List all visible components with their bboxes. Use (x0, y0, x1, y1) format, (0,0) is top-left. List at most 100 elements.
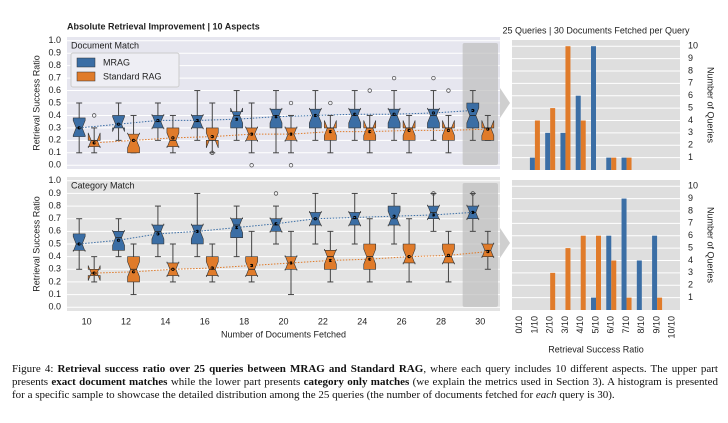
caption-segment: (we explain the metrics used in Section … (12, 376, 718, 401)
y-tick-label: 10 (688, 41, 698, 51)
y-tick-label: 0.7 (48, 213, 61, 223)
chart-title: 25 Queries | 30 Documents Fetched per Qu… (503, 25, 690, 35)
y-tick-label: 6 (688, 90, 693, 100)
box (402, 243, 416, 265)
y-tick-label: 6 (688, 230, 693, 240)
mean (250, 263, 254, 268)
box (190, 223, 204, 245)
y-tick-label: 7 (688, 78, 693, 88)
outlier (92, 113, 97, 118)
y-axis-label: Retrieval Success Ratio (31, 55, 41, 151)
bar (560, 132, 566, 170)
y-tick-label: 1 (688, 292, 693, 302)
y-tick-label: 0.4 (48, 110, 61, 120)
box (348, 107, 362, 129)
mean (328, 258, 332, 263)
outlier (210, 150, 215, 155)
bar (591, 46, 596, 170)
y-tick-label: 0.7 (48, 72, 61, 82)
bar (596, 235, 601, 310)
outlier (288, 163, 294, 168)
legend-label: Standard RAG (103, 71, 162, 81)
caption-segment: while the lower part presents (167, 376, 304, 388)
box (127, 132, 140, 154)
y-tick-label: 0.5 (48, 97, 61, 107)
y-tick-label: 1.0 (48, 175, 61, 185)
mean (471, 210, 475, 214)
caption-segment: category only matches (303, 376, 410, 388)
bar (611, 260, 617, 310)
x-tick-label: 8/10 (636, 316, 646, 334)
arrow (500, 228, 510, 258)
caption-segment: , where each query includes 10 different… (12, 363, 718, 388)
y-tick-label: 2 (688, 280, 693, 290)
x-tick-label: 18 (239, 316, 249, 326)
mean-trend (94, 128, 488, 144)
outlier (431, 75, 436, 81)
mean (195, 229, 199, 233)
legend-swatch (76, 71, 96, 82)
legend-label: MRAG (103, 57, 130, 67)
y-tick-label: 10 (688, 181, 698, 191)
y-tick-label: 0.8 (48, 60, 61, 70)
bar (550, 108, 556, 170)
bar (580, 235, 586, 310)
y-tick-label: 0.2 (48, 276, 61, 286)
caption-segment: each (535, 389, 557, 401)
y-tick-label: 0.9 (48, 188, 61, 198)
x-tick-label: 14 (160, 316, 170, 326)
caption: Figure 4: Retrieval success ratio over 2… (12, 363, 718, 402)
bar (621, 157, 627, 170)
bar (580, 120, 586, 170)
y-tick-label: 4 (688, 115, 693, 125)
mean (431, 213, 436, 217)
bar (606, 157, 612, 170)
y-tick-label: 5 (688, 242, 693, 252)
bar (626, 157, 632, 170)
mean (274, 115, 278, 119)
x-tick-label: 20 (278, 316, 288, 326)
y-tick-label: 8 (688, 65, 693, 75)
x-tick-label: 1/10 (529, 316, 539, 334)
mean (313, 113, 317, 118)
x-tick-label: 4/10 (575, 316, 585, 334)
x-tick-label: 5/10 (590, 316, 600, 334)
y-tick-label: 0.1 (48, 147, 61, 157)
y-tick-label: 0.3 (48, 264, 61, 274)
y-tick-label: 0.2 (48, 135, 61, 145)
bar (621, 198, 627, 310)
panel-label: Category Match (71, 180, 135, 190)
mean (328, 130, 332, 134)
x-tick-label: 30 (475, 316, 485, 326)
y-axis-label: Number of Queries (706, 207, 716, 284)
x-tick-label: 16 (200, 316, 210, 326)
x-tick-label: 7/10 (621, 316, 631, 334)
bar (636, 260, 642, 310)
y-tick-label: 7 (688, 218, 693, 228)
outlier (391, 75, 397, 81)
mean (289, 132, 293, 136)
arrow (500, 88, 510, 118)
outlier (273, 191, 279, 196)
bar (606, 235, 612, 310)
bar (652, 235, 658, 310)
y-tick-label: 3 (688, 267, 693, 277)
x-tick-label: 10 (82, 316, 92, 326)
y-tick-label: 2 (688, 140, 693, 150)
bar (591, 297, 596, 310)
y-tick-label: 0.5 (48, 238, 61, 248)
bar (529, 157, 535, 170)
bar (611, 157, 617, 170)
mean (368, 257, 372, 261)
panel-label: Document Match (71, 40, 139, 50)
y-tick-label: 9 (688, 193, 693, 203)
box (309, 107, 322, 129)
y-tick-label: 0.0 (48, 160, 61, 170)
y-tick-label: 9 (688, 53, 693, 63)
legend-box (70, 52, 180, 88)
mean (368, 130, 372, 134)
x-tick-label: 2/10 (545, 316, 555, 334)
y-tick-label: 1.0 (48, 35, 61, 45)
y-tick-label: 0.0 (48, 302, 61, 312)
mean (235, 117, 239, 121)
